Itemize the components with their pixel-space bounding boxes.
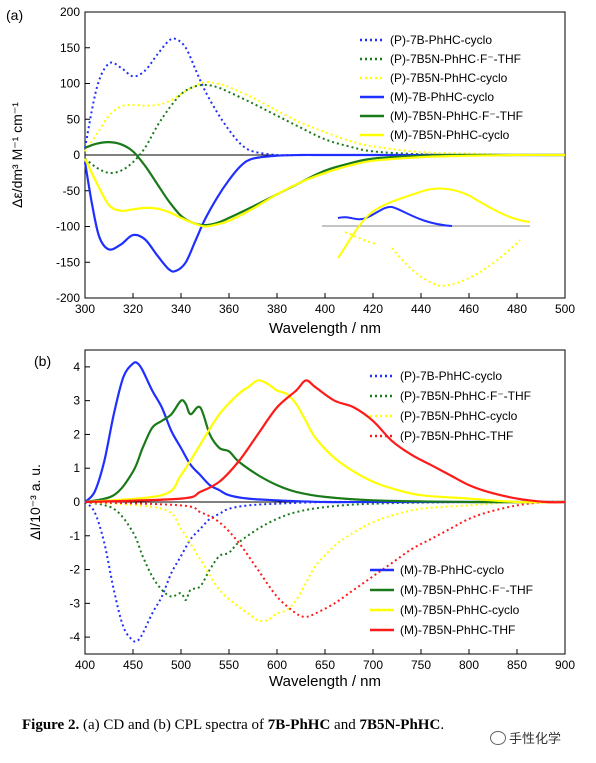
x-tick-label: 600 [267, 658, 287, 672]
x-tick-label: 650 [315, 658, 335, 672]
panel-b-label: (b) [34, 353, 51, 369]
panel-b-chart: (b) 400 450 500 550 600 650 700 750 800 850 900 4 3 2… [27, 349, 575, 690]
series-line [84, 140, 566, 227]
x-tick-label: 500 [171, 658, 191, 672]
x-tick-label: 380 [267, 302, 287, 316]
inset-curve [344, 231, 521, 288]
y-tick-label: -50 [63, 184, 81, 198]
x-tick-label: 700 [363, 658, 383, 672]
legend-entry-label: (P)-7B5N-PhHC·F⁻-THF [390, 52, 521, 66]
wechat-icon [490, 731, 506, 745]
x-tick-label: 800 [459, 658, 479, 672]
x-tick-label: 400 [315, 302, 335, 316]
legend-entry-label: (P)-7B5N-PhHC·F⁻-THF [400, 389, 531, 403]
x-tick-label: 340 [171, 302, 191, 316]
y-tick-label: -4 [69, 630, 80, 644]
panel-b-ylabel: ΔI/10⁻³ a. u. [27, 464, 43, 540]
y-tick-label: -100 [56, 220, 80, 234]
x-tick-label: 420 [363, 302, 383, 316]
x-tick-label: 400 [75, 658, 95, 672]
legend-entry-label: (M)-7B5N-PhHC-cyclo [390, 128, 510, 142]
y-tick-label: -1 [69, 529, 80, 543]
series-line [84, 500, 566, 601]
y-tick-label: 150 [60, 41, 80, 55]
y-tick-label: 3 [73, 394, 80, 408]
caption-compound-2: 7B5N-PhHC [359, 717, 441, 733]
panel-b-legend: (P)-7B-PhHC-cyclo (P)-7B5N-PhHC·F⁻-THF (P)… [370, 369, 533, 637]
panel-a-legend: (P)-7B-PhHC-cyclo (P)-7B5N-PhHC·F⁻-THF (P)… [360, 33, 523, 142]
y-tick-label: 2 [73, 427, 80, 441]
legend-entry-label: (M)-7B-PhHC-cyclo [390, 90, 494, 104]
x-tick-label: 460 [459, 302, 479, 316]
caption-text-before: (a) CD and (b) CPL spectra of [79, 717, 268, 733]
series-line [84, 379, 566, 504]
y-tick-label: -3 [69, 596, 80, 610]
x-tick-label: 450 [123, 658, 143, 672]
inset-curve [337, 205, 453, 227]
series-line [84, 399, 566, 504]
legend-entry-label: (M)-7B5N-PhHC-cyclo [400, 603, 520, 617]
caption-text-middle: and [330, 717, 360, 733]
y-tick-label: -200 [56, 291, 80, 305]
legend-entry-label: (P)-7B-PhHC-cyclo [390, 33, 492, 47]
panel-b-xlabel: Wavelength / nm [269, 673, 381, 690]
legend-entry-label: (M)-7B5N-PhHC-THF [400, 623, 515, 637]
y-tick-label: -2 [69, 563, 80, 577]
caption-label: Figure 2. [22, 717, 80, 733]
y-tick-label: 1 [73, 461, 80, 475]
x-tick-label: 850 [507, 658, 527, 672]
y-tick-label: -150 [56, 255, 80, 269]
caption-compound-1: 7B-PhHC [267, 717, 331, 733]
series-line [84, 153, 566, 228]
y-tick-label: 0 [73, 495, 80, 509]
legend-entry-label: (P)-7B5N-PhHC-cyclo [400, 409, 518, 423]
x-tick-label: 320 [123, 302, 143, 316]
caption-text-after: . [440, 717, 445, 733]
inset-curve [337, 187, 531, 259]
legend-entry-label: (M)-7B5N-PhHC·F⁻-THF [400, 583, 533, 597]
y-tick-label: 0 [73, 148, 80, 162]
x-tick-label: 900 [555, 658, 575, 672]
watermark: 手性化学 [490, 728, 561, 747]
legend-entry-label: (P)-7B5N-PhHC-THF [400, 429, 513, 443]
watermark-text: 手性化学 [509, 732, 562, 747]
y-tick-label: 4 [73, 360, 80, 374]
x-tick-label: 480 [507, 302, 527, 316]
x-tick-label: 300 [75, 302, 95, 316]
legend-entry-label: (M)-7B-PhHC-cyclo [400, 563, 504, 577]
legend-entry-label: (P)-7B-PhHC-cyclo [400, 369, 502, 383]
series-line [84, 500, 566, 618]
series-line [84, 379, 566, 504]
x-tick-label: 750 [411, 658, 431, 672]
x-tick-label: 440 [411, 302, 431, 316]
panel-a-chart: (a) 300 320 340 360 380 400 420 440 460 480 500200… [6, 5, 575, 337]
figure-caption: Figure 2. (a) CD and (b) CPL spectra of … [22, 716, 582, 735]
legend-entry-label: (P)-7B5N-PhHC-cyclo [390, 71, 508, 85]
panel-a-label: (a) [6, 7, 23, 23]
panel-a-ylabel: Δε/dm³ M⁻¹ cm⁻¹ [9, 102, 25, 208]
series-line [84, 361, 565, 504]
x-tick-label: 550 [219, 658, 239, 672]
panel-a-xlabel: Wavelength / nm [269, 320, 381, 337]
y-tick-label: 50 [67, 112, 81, 126]
panel-a-inset-sketch [322, 187, 531, 288]
y-tick-label: 200 [60, 5, 80, 19]
x-tick-label: 500 [555, 302, 575, 316]
x-tick-label: 360 [219, 302, 239, 316]
series-line [83, 153, 565, 273]
series-line [84, 80, 566, 157]
y-tick-label: 100 [60, 77, 80, 91]
legend-entry-label: (M)-7B5N-PhHC·F⁻-THF [390, 109, 523, 123]
